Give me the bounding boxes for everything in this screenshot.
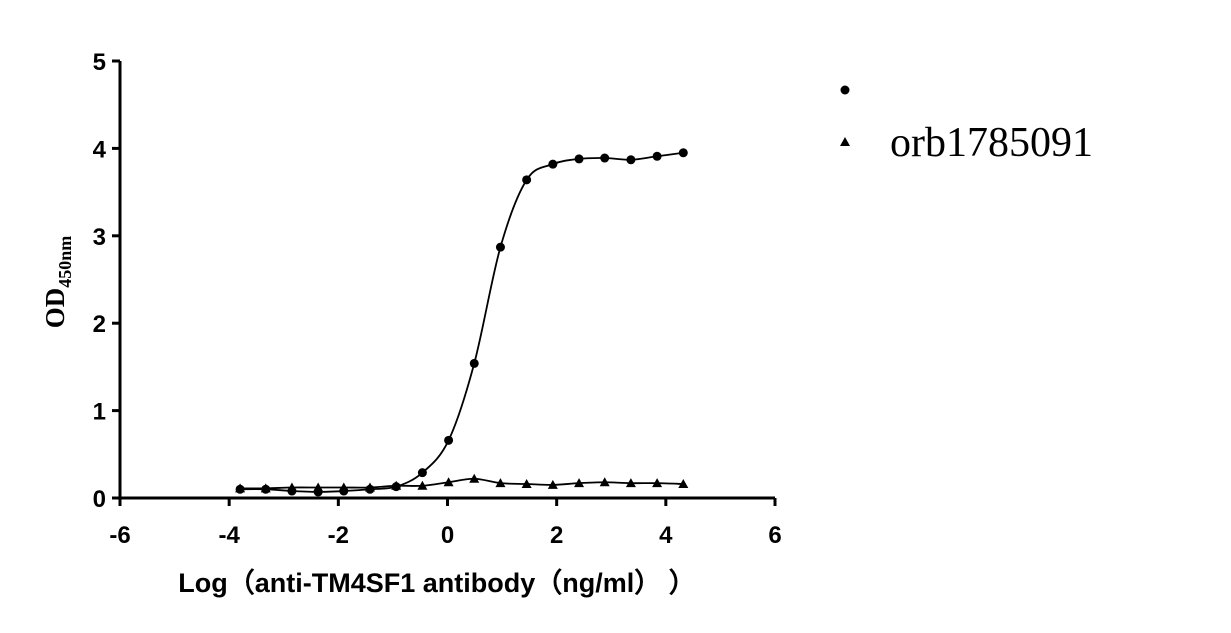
fit-line — [240, 151, 684, 493]
point — [338, 482, 349, 492]
point — [678, 148, 688, 158]
point — [625, 478, 636, 488]
point — [391, 480, 402, 490]
point — [286, 482, 297, 492]
point — [652, 478, 663, 488]
point — [443, 477, 454, 487]
y-tick-label: 5 — [93, 49, 106, 76]
y-axis-label-sub: 450nm — [55, 236, 75, 288]
point — [469, 358, 479, 368]
y-axis-label-main: OD — [40, 288, 70, 329]
point — [495, 478, 506, 488]
point — [599, 477, 610, 487]
x-axis-label: Log（anti-TM4SF1 antibody（ng/ml） ） — [178, 568, 695, 598]
point — [235, 483, 246, 493]
point — [260, 483, 271, 493]
point — [522, 175, 532, 185]
point — [521, 479, 532, 489]
y-tick-label: 2 — [93, 311, 106, 338]
x-tick-label: -6 — [109, 522, 130, 549]
legend-marker — [840, 137, 850, 146]
point — [469, 473, 480, 483]
point — [626, 155, 636, 165]
point — [313, 482, 324, 492]
x-tick-label: -2 — [328, 522, 349, 549]
x-tick-label: 6 — [768, 522, 781, 549]
y-tick-label: 0 — [93, 486, 106, 513]
point — [547, 479, 558, 489]
point — [417, 480, 428, 490]
point — [600, 153, 610, 163]
x-tick-label: -4 — [218, 522, 240, 549]
y-tick-label: 4 — [93, 136, 107, 163]
y-tick-label: 1 — [93, 399, 106, 426]
x-tick-label: 4 — [659, 522, 673, 549]
x-tick-label: 0 — [441, 522, 454, 549]
point — [444, 435, 454, 445]
legend-marker — [840, 85, 850, 95]
point — [548, 159, 558, 169]
point — [652, 151, 662, 161]
point — [495, 242, 505, 252]
point — [364, 482, 375, 492]
fit-line — [240, 477, 684, 490]
point — [574, 154, 584, 164]
legend-label: orb1785091 — [890, 120, 1093, 166]
point — [574, 478, 585, 488]
y-axis-label: OD450nm — [40, 236, 75, 329]
point — [678, 479, 689, 489]
x-tick-label: 2 — [550, 522, 563, 549]
y-tick-label: 3 — [93, 224, 106, 251]
point — [417, 468, 427, 478]
